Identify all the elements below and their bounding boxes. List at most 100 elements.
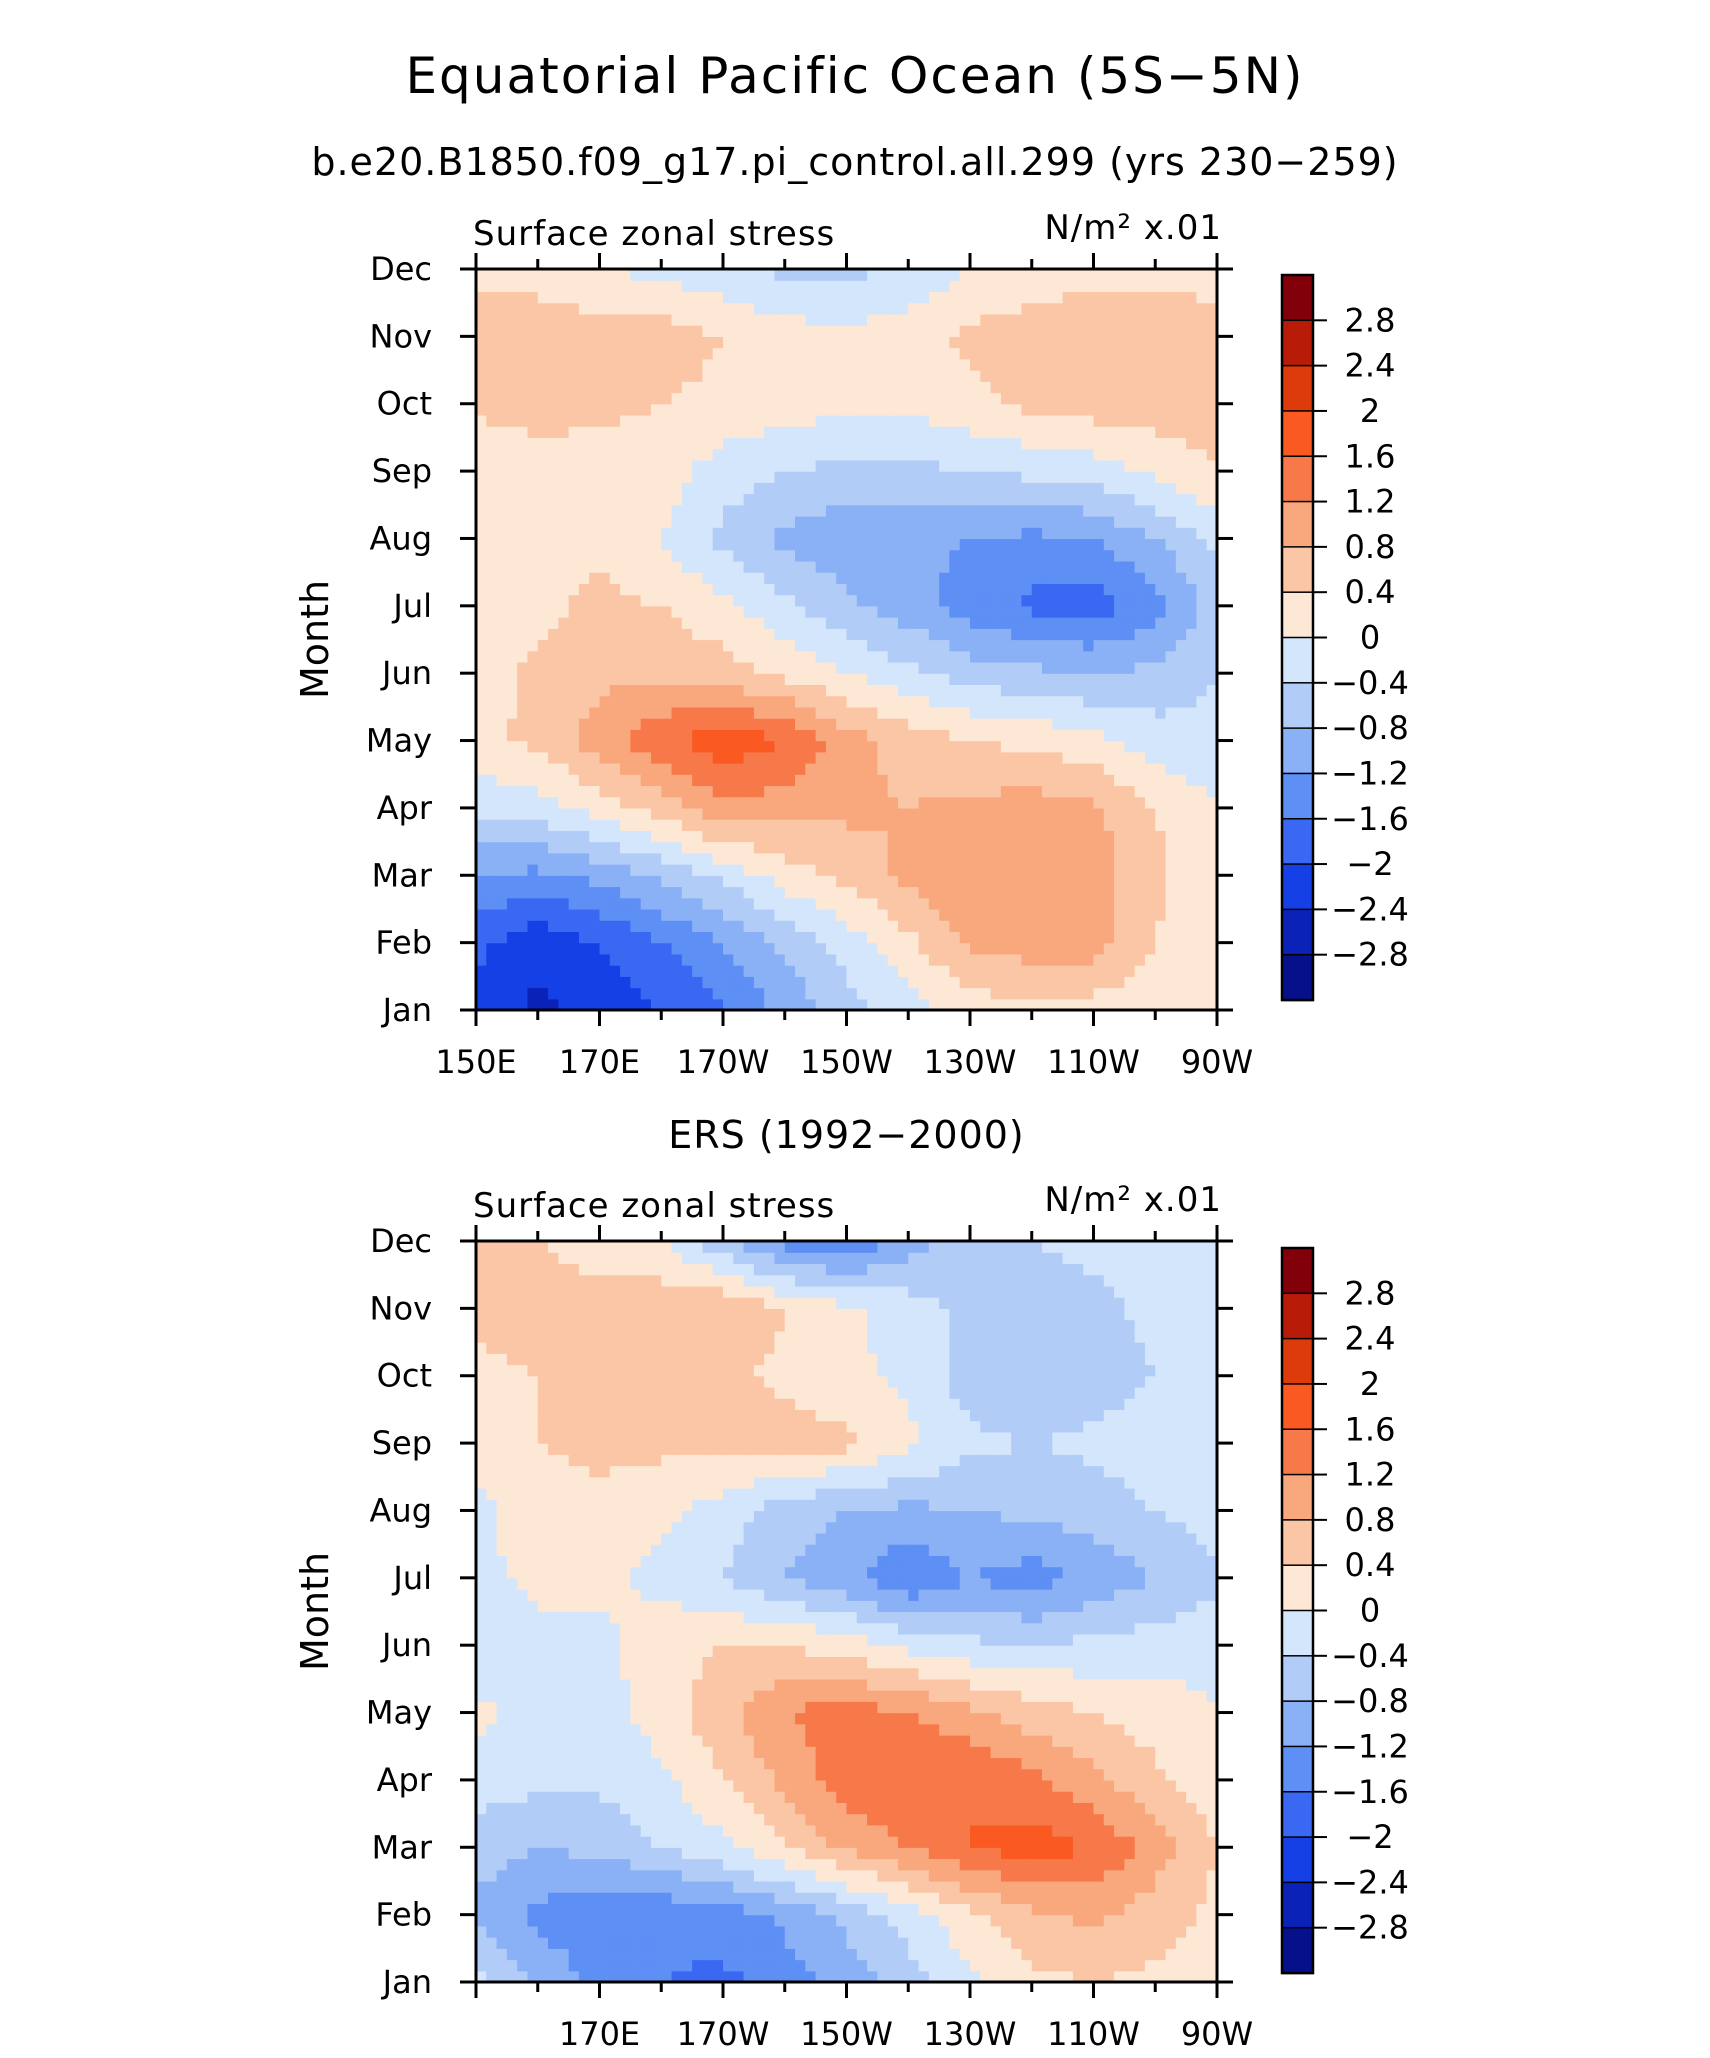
contour-cell — [1186, 908, 1198, 921]
contour-cell — [476, 347, 487, 360]
contour-cell — [1134, 504, 1146, 517]
contour-cell — [609, 965, 621, 977]
contour-cell — [723, 459, 734, 472]
contour-cell — [681, 807, 693, 820]
contour-cell — [908, 864, 920, 876]
contour-cell — [506, 583, 518, 596]
contour-cell — [887, 560, 899, 573]
contour-cell — [723, 437, 734, 450]
contour-cell — [486, 875, 498, 888]
contour-cell — [506, 965, 518, 977]
contour-cell — [578, 414, 590, 427]
contour-cell — [476, 482, 487, 495]
contour-cell — [918, 560, 930, 573]
contour-cell — [825, 381, 837, 394]
contour-cell — [1196, 807, 1208, 820]
contour-cell — [753, 774, 765, 787]
contour-cell — [836, 426, 848, 439]
contour-cell — [548, 875, 559, 888]
contour-cell — [558, 583, 570, 596]
contour-cell — [692, 875, 704, 888]
contour-cell — [1165, 830, 1177, 843]
contour-cell — [1175, 572, 1187, 584]
contour-cell — [959, 650, 971, 663]
contour-cell — [774, 763, 786, 775]
contour-cell — [795, 426, 806, 439]
contour-cell — [887, 493, 899, 506]
panel-title: ERS (1992−2000) — [668, 1113, 1025, 1157]
contour-cell — [692, 280, 704, 293]
contour-cell — [887, 864, 899, 876]
contour-cell — [692, 864, 704, 876]
contour-cell — [1042, 920, 1053, 933]
contour-cell — [949, 661, 961, 674]
contour-cell — [939, 942, 951, 955]
contour-cell — [928, 471, 940, 483]
contour-cell — [692, 965, 704, 977]
contour-cell — [1103, 482, 1115, 495]
contour-cell — [702, 942, 714, 955]
contour-cell — [1165, 897, 1177, 910]
contour-cell — [764, 448, 776, 461]
contour-cell — [1124, 291, 1136, 304]
contour-cell — [1124, 684, 1136, 697]
contour-cell — [1155, 459, 1167, 472]
contour-cell — [609, 504, 621, 517]
contour-cell — [1031, 269, 1043, 281]
contour-cell — [620, 482, 631, 495]
contour-cell — [867, 269, 878, 281]
contour-cell — [620, 965, 631, 977]
contour-cell — [918, 302, 930, 315]
contour-cell — [1206, 269, 1218, 281]
contour-cell — [599, 998, 611, 1011]
contour-cell — [980, 336, 992, 349]
contour-cell — [568, 1959, 580, 1972]
contour-cell — [671, 594, 683, 607]
contour-cell — [476, 953, 487, 966]
contour-cell — [1042, 953, 1053, 966]
contour-cell — [959, 269, 971, 281]
contour-cell — [1031, 740, 1043, 753]
contour-cell — [743, 920, 755, 933]
contour-cell — [537, 807, 549, 820]
contour-cell — [1083, 830, 1095, 843]
contour-cell — [1165, 987, 1177, 1000]
contour-cell — [928, 807, 940, 820]
contour-cell — [1103, 953, 1115, 966]
contour-cell — [640, 1937, 652, 1949]
contour-cell — [599, 785, 611, 798]
contour-cell — [753, 448, 765, 461]
colorbar-label: −1.6 — [1331, 800, 1409, 838]
contour-cell — [887, 381, 899, 394]
contour-cell — [939, 628, 951, 641]
contour-cell — [620, 852, 631, 865]
contour-cell — [846, 965, 858, 977]
contour-cell — [506, 527, 518, 540]
contour-cell — [908, 920, 920, 933]
contour-cell — [548, 482, 559, 495]
contour-cell — [764, 280, 776, 293]
contour-cell — [1072, 965, 1084, 977]
contour-cell — [650, 504, 662, 517]
contour-cell — [712, 864, 724, 876]
contour-cell — [496, 740, 508, 753]
contour-cell — [527, 751, 539, 764]
contour-cell — [867, 605, 878, 618]
contour-cell — [599, 280, 611, 293]
contour-cell — [1052, 392, 1064, 405]
contour-cell — [1000, 684, 1012, 697]
contour-cell — [918, 942, 930, 955]
contour-cell — [1114, 459, 1125, 472]
contour-cell — [630, 965, 642, 977]
contour-cell — [980, 414, 992, 427]
contour-cell — [1072, 560, 1084, 573]
contour-cell — [1155, 414, 1167, 427]
contour-cell — [897, 650, 909, 663]
contour-cell — [630, 617, 642, 629]
contour-cell — [1083, 336, 1095, 349]
contour-cell — [733, 785, 745, 798]
contour-cell — [928, 583, 940, 596]
contour-cell — [1114, 471, 1125, 483]
contour-cell — [1175, 325, 1187, 337]
contour-cell — [980, 313, 992, 326]
